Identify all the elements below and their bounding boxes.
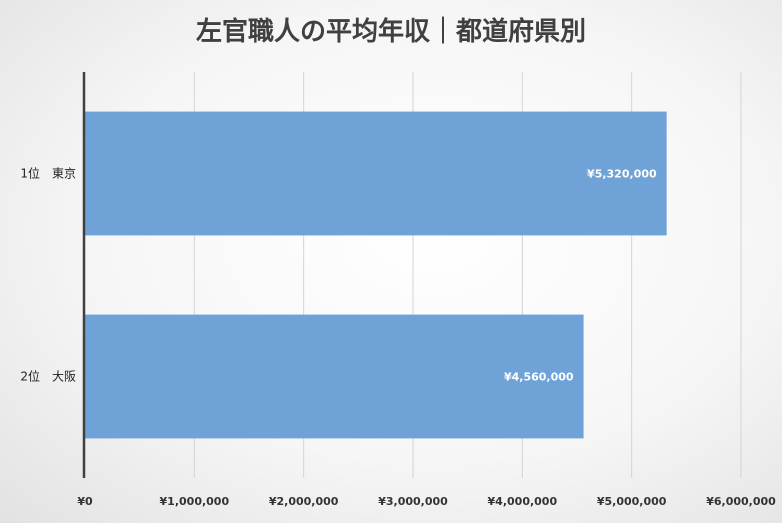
x-tick-label: ¥2,000,000: [269, 495, 339, 508]
x-tick-label: ¥5,000,000: [597, 495, 667, 508]
data-label: ¥4,560,000: [504, 371, 574, 384]
bars: [85, 111, 667, 439]
chart-title: 左官職人の平均年収｜都道府県別: [196, 16, 586, 47]
category-label: 1位 東京: [20, 166, 76, 181]
bar: [85, 111, 667, 236]
x-tick-label: ¥4,000,000: [488, 495, 558, 508]
x-tick-label: ¥1,000,000: [160, 495, 230, 508]
data-label: ¥5,320,000: [587, 168, 657, 181]
labels: ¥0 ¥1,000,000 ¥2,000,000 ¥3,000,000 ¥4,000,0…: [20, 166, 776, 509]
x-tick-label: ¥6,000,000: [706, 495, 776, 508]
x-tick-label: ¥0: [77, 495, 93, 508]
bar: [85, 314, 584, 439]
x-tick-label: ¥3,000,000: [378, 495, 448, 508]
category-label: 2位 大阪: [20, 369, 76, 384]
